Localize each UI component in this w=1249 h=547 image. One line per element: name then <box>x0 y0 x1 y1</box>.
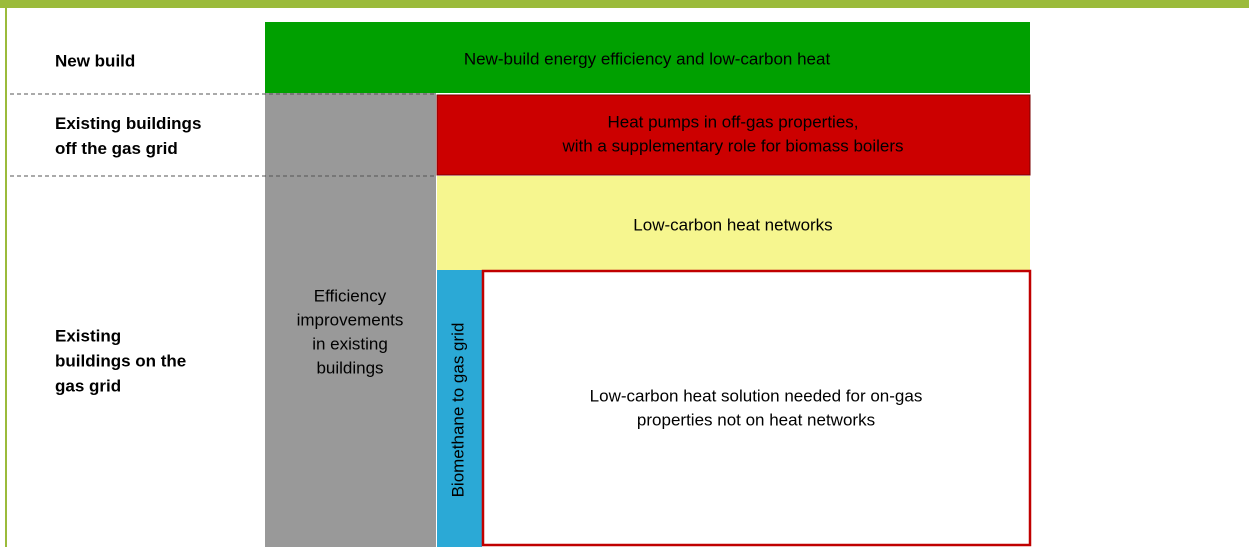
row-label: Existing buildings <box>55 114 201 133</box>
box-label: buildings <box>316 358 383 377</box>
row-label: gas grid <box>55 376 121 395</box>
box-label: Efficiency <box>314 286 387 305</box>
left-rule <box>5 8 7 547</box>
box-label: New-build energy efficiency and low-carb… <box>464 49 831 68</box>
heat-networks-box <box>437 176 1030 270</box>
row-label: New build <box>55 51 135 70</box>
top-bar <box>0 0 1249 8</box>
row-label: buildings on the <box>55 351 186 370</box>
row-label: Existing <box>55 326 121 345</box>
biomethane-box <box>437 270 482 547</box>
efficiency-box <box>265 93 436 547</box>
row-label: off the gas grid <box>55 139 178 158</box>
box-label: Biomethane to gas grid <box>448 323 467 498</box>
box-label: improvements <box>297 310 404 329</box>
box-label: with a supplementary role for biomass bo… <box>561 136 903 155</box>
box-label: Low-carbon heat networks <box>633 215 832 234</box>
heat-pumps-box <box>436 94 1031 176</box>
solution-box <box>481 269 1032 547</box>
box-label: properties not on heat networks <box>637 410 875 429</box>
box-label: Heat pumps in off-gas properties, <box>607 112 858 131</box>
box-label: in existing <box>312 334 388 353</box>
new-build-box <box>265 22 1030 93</box>
box-label: Low-carbon heat solution needed for on-g… <box>590 386 923 405</box>
